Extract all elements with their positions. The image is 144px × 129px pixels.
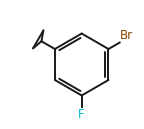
Text: Br: Br (120, 29, 133, 42)
Text: F: F (78, 108, 85, 121)
